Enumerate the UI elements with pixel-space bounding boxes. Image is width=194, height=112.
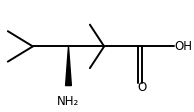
Text: OH: OH: [175, 40, 193, 53]
Text: O: O: [138, 81, 147, 94]
Polygon shape: [66, 46, 71, 86]
Text: NH₂: NH₂: [57, 95, 80, 108]
